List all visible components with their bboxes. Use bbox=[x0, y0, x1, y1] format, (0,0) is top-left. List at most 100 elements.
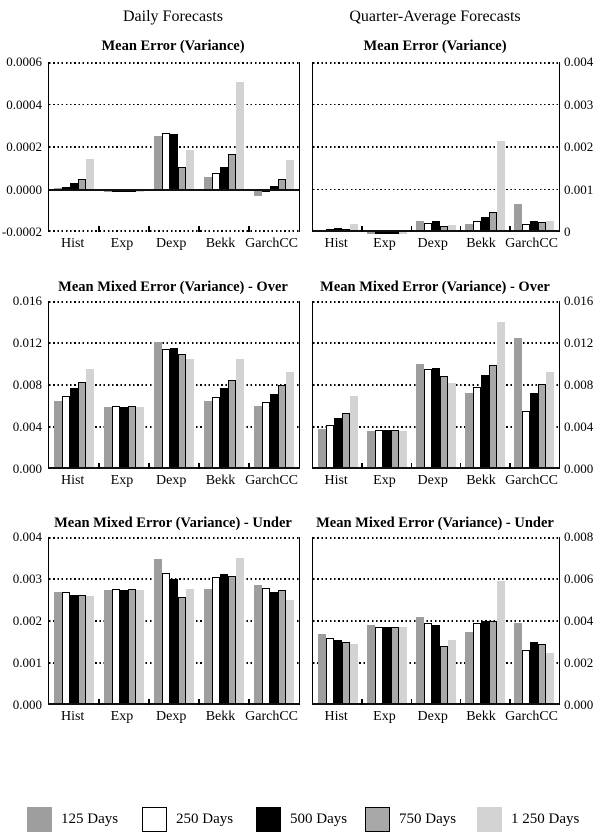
bar bbox=[212, 396, 220, 469]
legend-label: 125 Days bbox=[61, 810, 119, 827]
bar bbox=[228, 379, 236, 469]
bar bbox=[236, 557, 244, 705]
y-tick-label: 0.004 bbox=[12, 529, 42, 544]
y-tick-label: 0.001 bbox=[564, 181, 594, 197]
x-axis-labels: Hist Exp Dexp Bekk GarchCC bbox=[48, 473, 298, 489]
bar bbox=[465, 393, 474, 469]
bar bbox=[398, 627, 407, 705]
category-tick bbox=[459, 463, 462, 469]
legend-item-1250-days: 1 250 Days bbox=[477, 806, 579, 832]
category-label: GarchCC bbox=[245, 709, 299, 724]
bar bbox=[349, 644, 358, 705]
bar bbox=[178, 167, 186, 190]
bar bbox=[162, 572, 170, 705]
bar bbox=[366, 625, 375, 705]
y-tick-label: 0.002 bbox=[564, 655, 594, 670]
legend-item-750-days: 750 Days bbox=[365, 806, 456, 832]
bar bbox=[170, 348, 178, 469]
y-tick-label: 0.004 bbox=[564, 419, 594, 434]
category-label: GarchCC bbox=[245, 236, 299, 251]
chart-title: Mean Mixed Error (Variance) - Under bbox=[316, 515, 554, 531]
bar bbox=[432, 625, 440, 705]
category-tick bbox=[198, 226, 200, 232]
gridline bbox=[313, 62, 559, 64]
y-tick-label: 0.004 bbox=[12, 419, 42, 434]
category-tick bbox=[198, 699, 200, 705]
category-tick bbox=[148, 699, 150, 705]
bar bbox=[212, 576, 220, 705]
bar bbox=[514, 337, 523, 469]
y-tick-label: 0.000 bbox=[12, 697, 42, 712]
bar bbox=[278, 385, 286, 469]
bar bbox=[366, 431, 375, 469]
plot-area bbox=[312, 62, 560, 234]
category-label: Exp bbox=[110, 709, 134, 724]
bar bbox=[220, 388, 228, 469]
bar bbox=[270, 394, 278, 469]
category-label: Exp bbox=[110, 236, 134, 251]
category-label: Exp bbox=[373, 473, 396, 488]
y-tick-label: 0.012 bbox=[12, 335, 42, 350]
category-label: Dexp bbox=[156, 709, 187, 724]
bar bbox=[78, 594, 86, 705]
bar bbox=[154, 341, 162, 469]
bar bbox=[54, 400, 62, 469]
category-tick bbox=[410, 226, 413, 232]
plot-area bbox=[312, 537, 560, 705]
category-tick bbox=[198, 463, 200, 469]
legend: 125 Days 250 Days 500 Days 750 Days 1 25… bbox=[0, 800, 600, 836]
bar bbox=[104, 589, 112, 705]
category-tick bbox=[248, 226, 250, 232]
y-tick-label: 0.001 bbox=[12, 655, 42, 670]
plot-area bbox=[312, 301, 560, 469]
y-tick-label: 0.002 bbox=[564, 139, 594, 154]
bar bbox=[497, 322, 506, 469]
column-header-quarter-average: Quarter-Average Forecasts bbox=[349, 8, 521, 25]
legend-item-250-days: 250 Days bbox=[142, 806, 233, 832]
bar bbox=[178, 596, 186, 705]
bar bbox=[374, 430, 383, 469]
zero-axis-line bbox=[49, 188, 299, 191]
bar bbox=[489, 365, 498, 469]
bar bbox=[366, 231, 375, 234]
bar bbox=[325, 637, 334, 705]
plot-area bbox=[48, 537, 300, 705]
y-tick-label: 0.0002 bbox=[6, 139, 42, 154]
bar bbox=[448, 639, 456, 705]
bar bbox=[416, 616, 424, 705]
bar bbox=[254, 585, 262, 705]
bar bbox=[530, 393, 539, 469]
category-label: Exp bbox=[373, 709, 396, 724]
category-tick bbox=[509, 699, 511, 705]
bar bbox=[262, 401, 270, 469]
chart-title: Mean Mixed Error (Variance) - Over bbox=[58, 279, 288, 295]
category-label: Bekk bbox=[205, 473, 236, 488]
bar bbox=[262, 588, 270, 705]
bar bbox=[465, 631, 474, 705]
category-label: Hist bbox=[324, 709, 348, 724]
category-tick bbox=[459, 226, 462, 232]
bar bbox=[440, 375, 448, 469]
y-tick-label: 0.003 bbox=[12, 571, 42, 586]
category-tick bbox=[361, 226, 363, 232]
category-tick bbox=[410, 463, 413, 469]
bar bbox=[522, 650, 531, 705]
bar bbox=[286, 600, 294, 705]
y-tick-label: 0.0004 bbox=[6, 96, 42, 112]
category-label: Dexp bbox=[417, 236, 448, 251]
x-axis-labels: Hist Exp Dexp Bekk GarchCC bbox=[48, 709, 298, 725]
gridline bbox=[313, 146, 559, 148]
bar bbox=[204, 400, 212, 469]
y-tick-label: 0.0006 bbox=[6, 54, 42, 69]
bar bbox=[86, 158, 94, 190]
category-tick bbox=[248, 463, 250, 469]
category-label: Hist bbox=[60, 709, 85, 724]
category-label: GarchCC bbox=[505, 709, 559, 724]
legend-swatch-250-days bbox=[142, 806, 167, 832]
zero-axis-line bbox=[313, 703, 559, 705]
x-axis-labels: Hist Exp Dexp Bekk GarchCC bbox=[312, 709, 558, 725]
bar bbox=[228, 154, 236, 190]
y-tick-label: 0.008 bbox=[564, 377, 594, 392]
category-label: Hist bbox=[60, 473, 85, 488]
gridline bbox=[49, 537, 299, 539]
